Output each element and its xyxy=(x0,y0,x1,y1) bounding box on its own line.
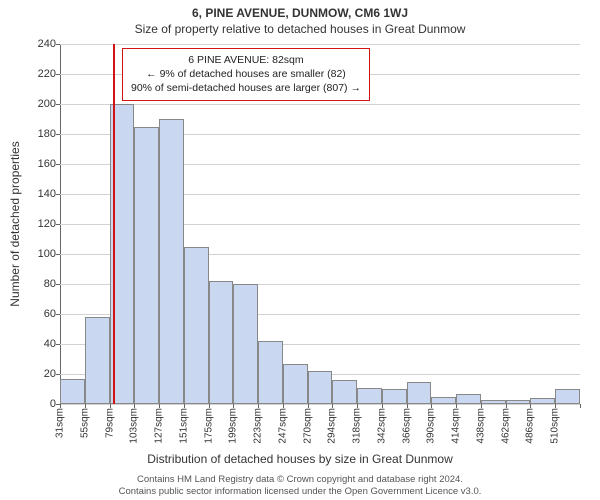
chart-title-address: 6, PINE AVENUE, DUNMOW, CM6 1WJ xyxy=(0,0,600,20)
info-line-1: 6 PINE AVENUE: 82sqm xyxy=(131,53,361,67)
xtick-label: 223sqm xyxy=(253,408,264,444)
info-line-2: ← 9% of detached houses are smaller (82) xyxy=(131,67,361,81)
ytick-mark xyxy=(56,254,60,255)
xtick-label: 510sqm xyxy=(550,408,561,444)
gridline xyxy=(60,44,580,45)
histogram-bar xyxy=(407,382,432,405)
histogram-bar xyxy=(209,281,234,404)
ytick-mark xyxy=(56,374,60,375)
histogram-bar xyxy=(506,400,531,405)
ytick-label: 0 xyxy=(20,398,56,410)
ytick-mark xyxy=(56,74,60,75)
property-marker-line xyxy=(113,44,115,404)
histogram-bar xyxy=(357,388,382,405)
histogram-bar xyxy=(530,398,555,404)
histogram-bar xyxy=(456,394,481,405)
xtick-label: 486sqm xyxy=(525,408,536,444)
histogram-bar xyxy=(481,400,506,405)
plot-area: 02040608010012014016018020022024031sqm55… xyxy=(60,44,580,404)
xtick-label: 414sqm xyxy=(451,408,462,444)
xtick-mark xyxy=(580,404,581,408)
ytick-label: 160 xyxy=(20,158,56,170)
ytick-mark xyxy=(56,134,60,135)
histogram-bar xyxy=(159,119,184,404)
xtick-label: 199sqm xyxy=(228,408,239,444)
xtick-label: 294sqm xyxy=(327,408,338,444)
xtick-label: 318sqm xyxy=(352,408,363,444)
chart-subtitle: Size of property relative to detached ho… xyxy=(0,20,600,36)
histogram-bar xyxy=(555,389,580,404)
histogram-bar xyxy=(382,389,407,404)
gridline xyxy=(60,104,580,105)
ytick-label: 200 xyxy=(20,98,56,110)
histogram-bar xyxy=(233,284,258,404)
ytick-mark xyxy=(56,194,60,195)
ytick-mark xyxy=(56,104,60,105)
histogram-bar xyxy=(308,371,333,404)
histogram-bar xyxy=(85,317,110,404)
ytick-mark xyxy=(56,164,60,165)
ytick-label: 20 xyxy=(20,368,56,380)
histogram-bar xyxy=(332,380,357,404)
histogram-bar xyxy=(283,364,308,405)
gridline xyxy=(60,404,580,405)
ytick-label: 60 xyxy=(20,308,56,320)
histogram-bar xyxy=(134,127,159,405)
ytick-mark xyxy=(56,314,60,315)
xtick-label: 390sqm xyxy=(426,408,437,444)
ytick-mark xyxy=(56,44,60,45)
info-line-3: 90% of semi-detached houses are larger (… xyxy=(131,81,361,95)
property-info-box: 6 PINE AVENUE: 82sqm← 9% of detached hou… xyxy=(122,48,370,101)
ytick-label: 180 xyxy=(20,128,56,140)
ytick-label: 120 xyxy=(20,218,56,230)
xtick-label: 462sqm xyxy=(500,408,511,444)
xtick-label: 55sqm xyxy=(79,408,90,438)
xtick-label: 247sqm xyxy=(277,408,288,444)
histogram-bar xyxy=(258,341,283,404)
histogram-bar xyxy=(431,397,456,405)
histogram-bar xyxy=(184,247,209,405)
xtick-label: 127sqm xyxy=(154,408,165,444)
xtick-label: 31sqm xyxy=(55,408,66,438)
ytick-mark xyxy=(56,224,60,225)
xtick-label: 175sqm xyxy=(203,408,214,444)
xtick-label: 103sqm xyxy=(129,408,140,444)
ytick-label: 140 xyxy=(20,188,56,200)
histogram-bar xyxy=(60,379,85,405)
chart-area: 02040608010012014016018020022024031sqm55… xyxy=(60,44,580,404)
xtick-label: 79sqm xyxy=(104,408,115,438)
xtick-label: 342sqm xyxy=(376,408,387,444)
xtick-label: 438sqm xyxy=(475,408,486,444)
xtick-label: 270sqm xyxy=(302,408,313,444)
footer-line-1: Contains HM Land Registry data © Crown c… xyxy=(0,474,600,486)
ytick-label: 220 xyxy=(20,68,56,80)
ytick-label: 240 xyxy=(20,38,56,50)
ytick-label: 40 xyxy=(20,338,56,350)
xtick-label: 151sqm xyxy=(178,408,189,444)
x-axis-label: Distribution of detached houses by size … xyxy=(0,452,600,466)
ytick-label: 100 xyxy=(20,248,56,260)
footer-attribution: Contains HM Land Registry data © Crown c… xyxy=(0,474,600,498)
footer-line-2: Contains public sector information licen… xyxy=(0,486,600,498)
ytick-label: 80 xyxy=(20,278,56,290)
ytick-mark xyxy=(56,344,60,345)
xtick-label: 366sqm xyxy=(401,408,412,444)
ytick-mark xyxy=(56,284,60,285)
